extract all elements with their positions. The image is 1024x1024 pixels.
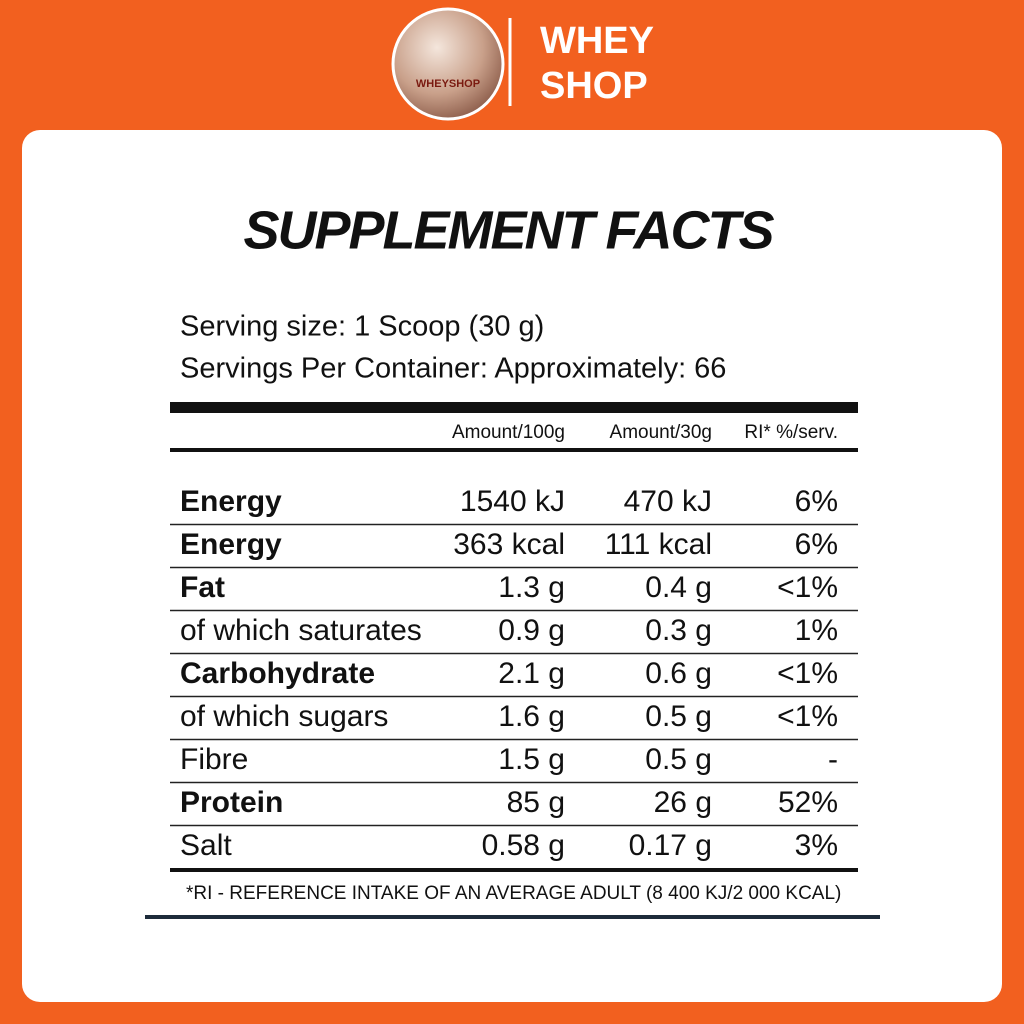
cell: 1.5 g	[498, 743, 565, 776]
cell: 0.58 g	[482, 829, 565, 862]
cell: 85 g	[507, 786, 565, 819]
cell: <1%	[777, 700, 838, 733]
serving-text: Servings Per Container: Approximately: 6…	[180, 353, 726, 385]
cell: 363 kcal	[453, 528, 565, 561]
brand-line: WHEY	[540, 20, 654, 62]
logo	[391, 7, 505, 121]
cell: 6%	[795, 485, 838, 518]
cell: 26 g	[654, 786, 712, 819]
cell: 52%	[778, 786, 838, 819]
column-header: RI* %/serv.	[744, 422, 838, 443]
logo-text: WHEYSHOP	[416, 78, 480, 90]
cell: 0.4 g	[645, 571, 712, 604]
cell: 0.9 g	[498, 614, 565, 647]
footnote: *RI - REFERENCE INTAKE OF AN AVERAGE ADU…	[186, 883, 841, 904]
cell: 0.5 g	[645, 743, 712, 776]
rule	[145, 915, 880, 919]
rule	[170, 448, 858, 452]
rule	[170, 402, 858, 413]
table: Amount/100g Amount/30g RI* %/serv. Energy 15…	[170, 422, 858, 862]
column-header: Amount/30g	[610, 422, 712, 443]
cell: 1.6 g	[498, 700, 565, 733]
row-label: of which sugars	[180, 700, 388, 733]
row-label: Fat	[180, 571, 225, 604]
cell: 1540 kJ	[460, 485, 565, 518]
cell: 1.3 g	[498, 571, 565, 604]
column-header: Amount/100g	[452, 422, 565, 443]
row-label: Salt	[180, 829, 232, 862]
row-label: Energy	[180, 485, 282, 518]
cell: -	[828, 743, 838, 776]
cell: 2.1 g	[498, 657, 565, 690]
cell: 470 kJ	[624, 485, 712, 518]
row-label: Protein	[180, 786, 283, 819]
row-label: Carbohydrate	[180, 657, 375, 690]
row-label: Energy	[180, 528, 282, 561]
cell: 111 kcal	[605, 528, 712, 561]
serving-text: Serving size: 1 Scoop (30 g)	[180, 311, 544, 343]
cell: 0.3 g	[645, 614, 712, 647]
cell: 3%	[795, 829, 838, 862]
cell: 0.5 g	[645, 700, 712, 733]
cell: <1%	[777, 657, 838, 690]
row-label: of which saturates	[180, 614, 422, 647]
row-label: Fibre	[180, 743, 248, 776]
cell: 1%	[795, 614, 838, 647]
cell: 0.6 g	[645, 657, 712, 690]
cell: <1%	[777, 571, 838, 604]
cell: 6%	[795, 528, 838, 561]
brand-line: SHOP	[540, 65, 648, 107]
card	[22, 130, 1002, 1002]
cell: 0.17 g	[629, 829, 712, 862]
title: SUPPLEMENT FACTS	[243, 200, 774, 260]
rule	[170, 868, 858, 872]
